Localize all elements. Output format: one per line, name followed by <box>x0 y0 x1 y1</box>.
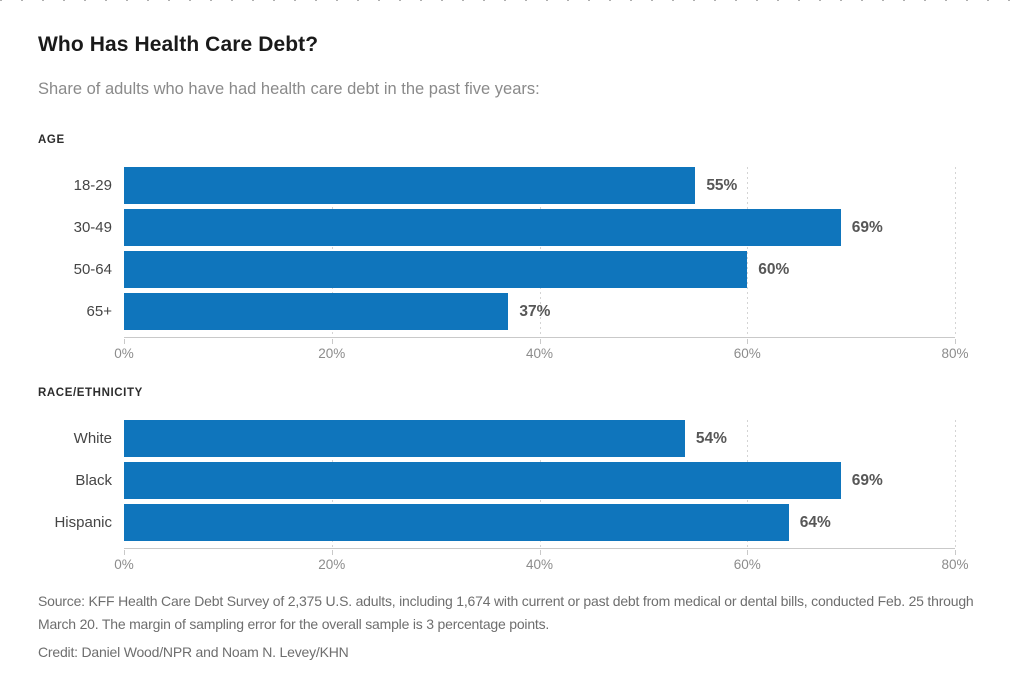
bar <box>124 251 748 288</box>
section-label: AGE <box>38 134 65 146</box>
x-axis: 0% 20% 40% 60% 80% <box>114 550 969 578</box>
bar <box>124 504 789 541</box>
bar <box>124 293 509 330</box>
plot-area: White 54% Black 69% Hispanic 64% <box>54 420 956 549</box>
value-label: 54% <box>695 430 727 447</box>
value-label: 69% <box>851 219 883 236</box>
bar-row: 30-49 69% <box>74 209 955 246</box>
axis-tick-mark <box>124 550 125 555</box>
axis-tick-label: 40% <box>525 557 554 572</box>
value-label: 55% <box>706 177 738 194</box>
axis-tick-mark <box>747 339 749 344</box>
x-axis: 0% 20% 40% 60% 80% <box>114 339 969 367</box>
axis-tick-label: 40% <box>525 346 554 361</box>
page-title: Who Has Health Care Debt? <box>38 33 319 56</box>
bar <box>124 462 841 499</box>
bar-row: White 54% <box>74 420 955 457</box>
section-label: RACE/ETHNICITY <box>38 387 143 399</box>
axis-tick-mark <box>539 550 541 555</box>
bar-row: Black 69% <box>75 462 955 499</box>
axis-tick-label: 80% <box>941 557 969 572</box>
value-label: 69% <box>851 472 883 489</box>
axis-tick-label: 20% <box>318 557 346 572</box>
category-label: 65+ <box>86 303 112 320</box>
category-label: Black <box>75 472 112 489</box>
axis-tick-mark <box>955 550 956 555</box>
axis-tick-label: 80% <box>941 346 969 361</box>
axis-tick-label: 60% <box>733 557 761 572</box>
axis-tick-mark <box>331 339 333 344</box>
bar <box>124 167 696 204</box>
source-note: Source: KFF Health Care Debt Survey of 2… <box>38 593 974 632</box>
axis-tick-label: 0% <box>114 557 134 572</box>
gridline <box>955 420 956 548</box>
category-label: 18-29 <box>73 177 112 194</box>
category-label: White <box>73 430 112 447</box>
bar-row: 18-29 55% <box>74 167 955 204</box>
axis-tick-mark <box>955 339 956 344</box>
axis-tick-label: 20% <box>318 346 346 361</box>
axis-tick-mark <box>331 550 333 555</box>
gridline <box>955 167 956 337</box>
plot-area: 18-29 55% 30-49 69% 50-64 60% 65+ 37% <box>74 167 956 338</box>
value-label: 64% <box>799 514 831 531</box>
category-label: 50-64 <box>73 261 112 278</box>
bar <box>124 209 841 246</box>
bar-row: Hispanic 64% <box>54 504 955 541</box>
axis-tick-mark <box>539 339 541 344</box>
credit-note: Credit: Daniel Wood/NPR and Noam N. Leve… <box>38 644 349 660</box>
value-label: 37% <box>519 303 551 320</box>
axis-tick-label: 60% <box>733 346 761 361</box>
category-label: 30-49 <box>73 219 112 236</box>
bar-row: 65+ 37% <box>87 293 955 330</box>
bar-row: 50-64 60% <box>74 251 955 288</box>
axis-tick-mark <box>124 339 125 344</box>
axis-tick-mark <box>747 550 749 555</box>
top-divider <box>0 0 1024 1</box>
page-subtitle: Share of adults who have had health care… <box>38 80 540 98</box>
gridline <box>747 167 749 337</box>
value-label: 60% <box>758 261 790 278</box>
category-label: Hispanic <box>54 514 112 531</box>
bar <box>124 420 685 457</box>
axis-tick-label: 0% <box>114 346 134 361</box>
